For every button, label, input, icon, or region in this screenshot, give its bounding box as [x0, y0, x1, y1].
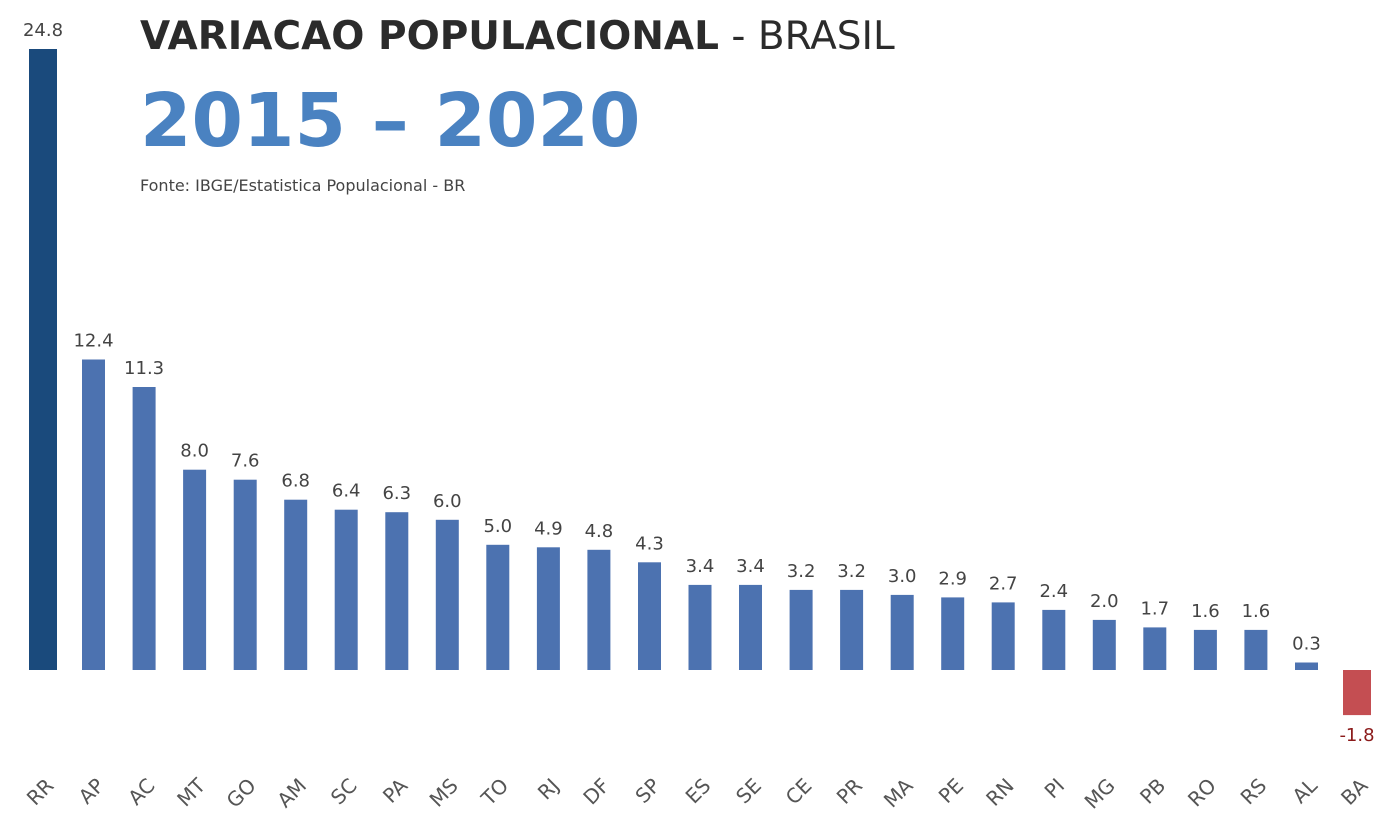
- bar-AP: [82, 359, 105, 670]
- value-label-SC: 6.4: [332, 481, 361, 502]
- value-label-MS: 6.0: [433, 491, 462, 512]
- bar-TO: [486, 544, 510, 670]
- bar-AM: [284, 499, 308, 670]
- tick-label-TO: TO: [476, 773, 513, 810]
- bar-RO: [1193, 629, 1217, 670]
- value-label-MT: 8.0: [180, 441, 209, 462]
- value-label-ES: 3.4: [686, 556, 715, 577]
- bar-RS: [1244, 629, 1268, 670]
- bar-MG: [1092, 619, 1116, 670]
- value-label-BA: -1.8: [1339, 725, 1374, 746]
- tick-label-DF: DF: [578, 773, 614, 809]
- tick-label-RO: RO: [1183, 773, 1221, 811]
- value-label-TO: 5.0: [483, 516, 512, 537]
- bar-AC: [132, 387, 156, 670]
- tick-label-PB: PB: [1135, 773, 1170, 808]
- value-label-PB: 1.7: [1140, 598, 1169, 619]
- tick-label-PR: PR: [832, 773, 867, 808]
- bar-DF: [587, 549, 611, 670]
- bar-RR: [29, 49, 57, 670]
- value-label-MA: 3.0: [888, 566, 917, 587]
- value-label-AL: 0.3: [1292, 634, 1321, 655]
- bar-PB: [1143, 627, 1167, 670]
- bar-MS: [435, 519, 459, 670]
- value-label-GO: 7.6: [231, 451, 260, 472]
- tick-label-PE: PE: [934, 773, 968, 807]
- tick-label-RN: RN: [981, 773, 1018, 810]
- tick-label-PA: PA: [378, 773, 412, 807]
- tick-label-RJ: RJ: [533, 773, 564, 804]
- tick-label-SC: SC: [326, 773, 362, 809]
- value-label-MG: 2.0: [1090, 591, 1119, 612]
- tick-label-MT: MT: [172, 773, 210, 811]
- value-label-CE: 3.2: [787, 561, 816, 582]
- tick-label-AC: AC: [123, 773, 159, 809]
- tick-label-RR: RR: [22, 773, 59, 810]
- value-label-RN: 2.7: [989, 573, 1018, 594]
- tick-label-SE: SE: [731, 773, 766, 808]
- bar-PI: [1042, 609, 1066, 670]
- chart-title: VARIACAO POPULACIONAL - BRASIL: [140, 14, 895, 59]
- bar-AL: [1295, 662, 1318, 670]
- bar-RJ: [536, 547, 560, 670]
- tick-label-GO: GO: [222, 773, 261, 812]
- bar-PE: [941, 597, 965, 670]
- chart-title-bold: VARIACAO POPULACIONAL: [140, 14, 719, 59]
- value-label-PI: 2.4: [1039, 581, 1068, 602]
- value-label-AC: 11.3: [124, 358, 164, 379]
- bar-SP: [638, 562, 661, 670]
- bar-BA: [1343, 670, 1371, 716]
- value-label-DF: 4.8: [585, 521, 614, 542]
- value-label-SE: 3.4: [736, 556, 765, 577]
- value-label-RJ: 4.9: [534, 518, 563, 539]
- value-label-RS: 1.6: [1242, 601, 1271, 622]
- tick-label-MG: MG: [1080, 773, 1120, 813]
- tick-label-MA: MA: [879, 773, 918, 812]
- value-label-PR: 3.2: [837, 561, 866, 582]
- tick-label-ES: ES: [681, 773, 716, 808]
- tick-label-BA: BA: [1336, 773, 1373, 810]
- bar-MA: [890, 594, 914, 670]
- tick-label-PI: PI: [1040, 773, 1070, 803]
- value-label-AP: 12.4: [73, 331, 113, 352]
- tick-label-SP: SP: [630, 773, 664, 807]
- value-label-SP: 4.3: [635, 533, 664, 554]
- bar-RN: [991, 602, 1015, 670]
- bar-GO: [233, 479, 257, 670]
- bar-SE: [739, 584, 762, 670]
- tick-label-AM: AM: [272, 773, 311, 812]
- tick-label-AL: AL: [1287, 773, 1322, 808]
- value-label-PE: 2.9: [938, 568, 967, 589]
- value-label-AM: 6.8: [281, 471, 310, 492]
- bar-MT: [183, 469, 207, 670]
- bar-ES: [688, 584, 712, 670]
- bar-PA: [385, 512, 409, 670]
- year-range: 2015 – 2020: [140, 78, 641, 164]
- tick-label-MS: MS: [425, 773, 463, 811]
- tick-label-AP: AP: [74, 773, 109, 808]
- source-note: Fonte: IBGE/Estatistica Populacional - B…: [140, 176, 466, 195]
- value-label-RO: 1.6: [1191, 601, 1220, 622]
- chart-title-suffix: - BRASIL: [718, 14, 895, 59]
- value-label-RR: 24.8: [23, 20, 63, 41]
- value-label-PA: 6.3: [382, 483, 411, 504]
- tick-label-RS: RS: [1236, 773, 1272, 809]
- bar-CE: [789, 589, 813, 670]
- tick-label-CE: CE: [781, 773, 817, 809]
- bar-SC: [334, 509, 358, 670]
- bar-PR: [840, 589, 864, 670]
